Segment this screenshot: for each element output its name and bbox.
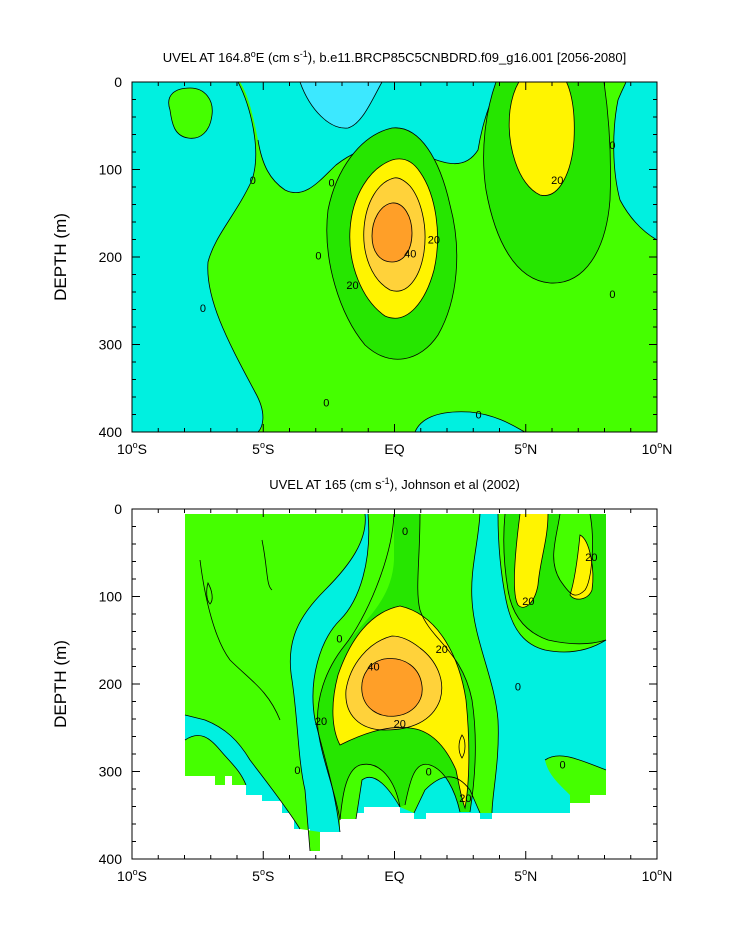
- bottom-fill-east-lower: [545, 755, 606, 803]
- bottom-title: UVEL AT 165 (cm s-1), Johnson et al (200…: [269, 476, 520, 492]
- top-contour-label-8: 20: [428, 235, 440, 247]
- top-ytick-label-2: 200: [99, 249, 123, 265]
- top-contour-label-9: 20: [346, 280, 358, 292]
- bottom-ytick-label-2: 200: [99, 676, 123, 692]
- bottom-contour-label-7: 20: [315, 716, 327, 728]
- top-ytick-label-4: 400: [99, 424, 123, 440]
- bottom-xtick-label-3: 5oN: [514, 867, 537, 884]
- bottom-filled-contours: [184, 513, 607, 852]
- top-contour-label-0: 0: [328, 178, 334, 190]
- top-contour-label-2: 0: [250, 175, 256, 187]
- bottom-xtick-label-4: 10oN: [642, 867, 673, 884]
- bottom-fill-west-band: [185, 514, 366, 851]
- bottom-contour-label-1: 0: [336, 634, 342, 646]
- bottom-xtick-label-0: 10oS: [117, 867, 147, 884]
- top-xtick-label-4: 10oN: [642, 440, 673, 457]
- top-fill-strong-westward: [300, 82, 382, 129]
- bottom-fill-euc-core: [361, 658, 423, 717]
- bottom-contour-label-0: 0: [402, 526, 408, 538]
- bottom-fill-nec-20: [514, 514, 548, 608]
- top-xtick-label-1: 5oS: [252, 440, 274, 457]
- top-contour-label-6: 0: [323, 397, 329, 409]
- bottom-ytick-label-0: 0: [114, 501, 122, 517]
- top-ytick-label-1: 100: [99, 162, 123, 178]
- bottom-contour-label-2: 0: [294, 765, 300, 777]
- bottom-ylabel: DEPTH (m): [51, 640, 70, 728]
- bottom-contour-label-4: 0: [515, 682, 521, 694]
- bottom-ytick-label-3: 300: [99, 764, 123, 780]
- bottom-contour-label-5: 0: [559, 760, 565, 772]
- top-contour-label-1: 0: [609, 140, 615, 152]
- bottom-contour-labels: 0 0 0 0 0 0 20 20 20 20 20 20 40: [294, 526, 597, 805]
- top-contour-label-10: 20: [551, 175, 563, 187]
- bottom-contour-label-3: 0: [426, 767, 432, 779]
- top-ytick-label-0: 0: [114, 74, 122, 90]
- top-ytick-label-3: 300: [99, 337, 123, 353]
- bottom-contour-label-6: 20: [436, 644, 448, 656]
- top-contour-labels: 0 0 0 0 0 0 0 0 20 20 20 40: [200, 140, 616, 422]
- top-panel: UVEL AT 164.8oE (cm s-1), b.e11.BRCP85C5…: [51, 49, 672, 457]
- top-xtick-label-3: 5oN: [514, 440, 537, 457]
- top-xtick-label-0: 10oS: [117, 440, 147, 457]
- bottom-fill-west-lower: [185, 735, 246, 785]
- top-contour-label-11: 40: [404, 249, 416, 261]
- bottom-contour-label-10: 20: [522, 596, 534, 608]
- bottom-xtick-label-1: 5oS: [252, 867, 274, 884]
- top-contour-label-5: 0: [200, 303, 206, 315]
- bottom-xtick-label-2: EQ: [384, 868, 404, 884]
- bottom-contour-label-9: 20: [459, 793, 471, 805]
- top-ylabel: DEPTH (m): [51, 213, 70, 301]
- top-contour-label-7: 0: [475, 410, 481, 422]
- bottom-contour-label-12: 40: [367, 662, 379, 674]
- bottom-contour-label-11: 20: [585, 552, 597, 564]
- bottom-ytick-label-4: 400: [99, 851, 123, 867]
- top-fill-west-blob: [168, 88, 213, 139]
- top-xtick-label-2: EQ: [384, 441, 404, 457]
- top-fill-euc-core: [372, 202, 412, 262]
- bottom-panel: UVEL AT 165 (cm s-1), Johnson et al (200…: [51, 476, 672, 884]
- top-contour-label-3: 0: [315, 250, 321, 262]
- top-fill-nec-20: [509, 82, 575, 196]
- top-title: UVEL AT 164.8oE (cm s-1), b.e11.BRCP85C5…: [163, 49, 626, 65]
- bottom-ytick-label-1: 100: [99, 589, 123, 605]
- bottom-contour-label-8: 20: [394, 718, 406, 730]
- top-contour-label-4: 0: [609, 289, 615, 301]
- bottom-fill-nec-20b: [570, 535, 593, 600]
- top-filled-contours: [132, 82, 657, 432]
